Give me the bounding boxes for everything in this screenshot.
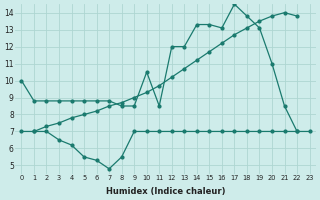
X-axis label: Humidex (Indice chaleur): Humidex (Indice chaleur) xyxy=(106,187,225,196)
